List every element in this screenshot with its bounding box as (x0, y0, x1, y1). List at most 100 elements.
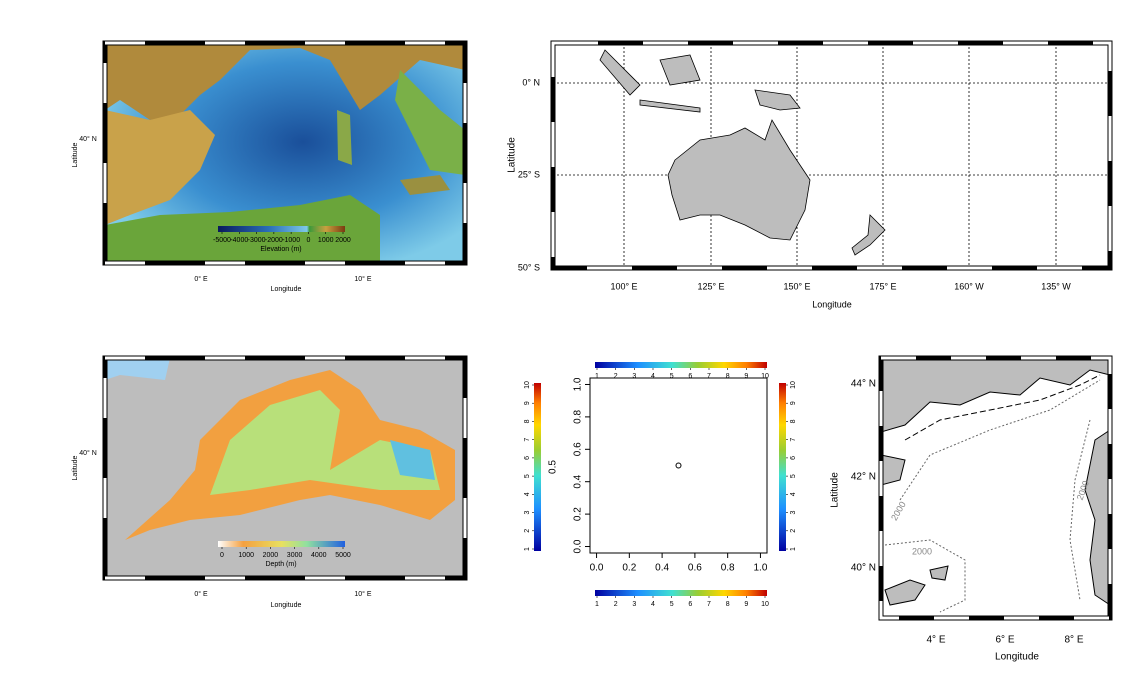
colorbar-tick-label: 4 (524, 492, 531, 496)
colorbar-tick-label: 9 (524, 401, 531, 405)
legend-tick-label: -3000 (248, 237, 266, 244)
x-tick-label: 0.2 (622, 563, 636, 574)
legend-bar (218, 541, 345, 547)
y-tick-label: 42° N (851, 472, 876, 483)
colorbar-top (595, 362, 767, 368)
colorbar-tick-label: 8 (726, 601, 730, 608)
legend-tick-label: 2000 (335, 237, 351, 244)
colorbar-tick-label: 2 (614, 373, 618, 380)
ligurian-map: 2000 2000 2000 Latitude 44° N 42° N 40° … (830, 355, 1113, 663)
x-tick-label: 0.4 (655, 563, 669, 574)
colorbar-tick-label: 3 (632, 601, 636, 608)
colorbar-tick-label: 8 (524, 419, 531, 423)
colorbar-tick-label: 5 (790, 474, 797, 478)
legend-tick-label: 5000 (335, 552, 351, 559)
legend-tick-label: 0 (220, 552, 224, 559)
colorbar-tick-label: 5 (670, 373, 674, 380)
colorbar-tick-label: 7 (524, 438, 531, 442)
atlantic (105, 358, 170, 380)
colorbar-tick-label: 9 (744, 373, 748, 380)
legend-tick-label: -5000 (213, 237, 231, 244)
x-tick-label: 10° E (354, 275, 372, 283)
x-tick-label: 0.6 (688, 563, 702, 574)
scatter-panel: 0.5 (534, 362, 786, 596)
sea (553, 43, 1110, 268)
new-guinea (754, 89, 801, 111)
colorbar-tick-label: 1 (595, 373, 599, 380)
map-frame (102, 40, 468, 266)
colorbar-tick-label: 7 (707, 601, 711, 608)
x-tick-label: 125° E (697, 281, 724, 291)
colorbar-tick-label: 6 (790, 456, 797, 460)
y-tick-label: 25° S (518, 169, 540, 179)
legend-tick-label: -1000 (282, 237, 300, 244)
sea-deep (210, 390, 440, 495)
colorbar-right (779, 383, 786, 551)
colorbar-tick-label: 10 (790, 381, 797, 389)
x-tick-label: 175° E (869, 281, 896, 291)
new-zealand (851, 214, 886, 256)
isobath-2000 (884, 539, 966, 613)
x-label: Longitude (271, 286, 302, 293)
x-tick-label: 10° E (354, 590, 372, 598)
isobath-2000 (899, 379, 1101, 601)
colorbar-tick-label: 3 (524, 511, 531, 515)
italy (395, 70, 465, 175)
x-tick-label: 4° E (926, 635, 945, 646)
colorbar-title: 0.5 (548, 460, 559, 474)
colorbar-tick-label: 4 (651, 601, 655, 608)
legend-tick-label: 0 (306, 237, 310, 244)
map-frame-pattern (551, 41, 1112, 270)
colorbar-tick-label: 2 (614, 601, 618, 608)
y-label: Latitude (72, 455, 79, 480)
colorbar-tick-label: 4 (790, 492, 797, 496)
x-label: Longitude (271, 602, 302, 609)
legend-title: Depth (m) (265, 561, 296, 568)
legend-tick-label: 1000 (318, 237, 334, 244)
x-tick-label: 160° W (954, 281, 984, 291)
legend-tick-label: 4000 (311, 552, 327, 559)
pacific-map: Latitude 0° N 25° S 50° S 100° E 125° E … (507, 40, 1113, 309)
australia (667, 119, 811, 241)
colorbar-left (534, 383, 541, 551)
colorbar-tick-label: 10 (761, 601, 769, 608)
y-label: Latitude (72, 142, 79, 167)
x-tick-label: 150° E (783, 281, 810, 291)
y-label: Latitude (830, 472, 841, 508)
colorbar-tick-label: 2 (524, 529, 531, 533)
colorbar-bottom (595, 590, 767, 596)
y-tick-label: 44° N (851, 379, 876, 390)
legend-tick-label: -4000 (230, 237, 248, 244)
y-tick-label: 0.6 (573, 442, 584, 456)
legend-tick-label: -2000 (265, 237, 283, 244)
colorbar-tick-label: 9 (790, 401, 797, 405)
contour-label: 2000 (912, 546, 932, 556)
y-tick-label: 40° N (851, 563, 876, 574)
x-tick-label: 135° W (1041, 281, 1071, 291)
colorbar-tick-label: 10 (524, 381, 531, 389)
legend-tick-label: 3000 (287, 552, 303, 559)
x-tick-label: 0.8 (721, 563, 735, 574)
sardinia (337, 110, 352, 165)
y-tick-label: 0.2 (573, 507, 584, 521)
y-label: Latitude (507, 137, 518, 173)
map-frame (102, 355, 468, 581)
y-tick-label: 1.0 (573, 377, 584, 391)
sea-deepest (390, 440, 435, 480)
iberia (105, 110, 215, 225)
elevation-map: Elevation (m) Latitude 40° N 0° E 10° E … (72, 40, 468, 293)
colorbar-tick-label: 6 (688, 373, 692, 380)
legend-tick-label: 2000 (263, 552, 279, 559)
colorbar-tick-label: 7 (707, 373, 711, 380)
y-tick-label: 50° S (518, 262, 540, 272)
plot-frame (589, 377, 768, 554)
colorbar-tick-label: 8 (790, 419, 797, 423)
y-tick-label: 0° N (522, 77, 540, 87)
colorbar-tick-label: 1 (595, 601, 599, 608)
colorbar-tick-label: 6 (524, 456, 531, 460)
colorbar-tick-label: 1 (524, 547, 531, 551)
colorbar-tick-label: 4 (651, 373, 655, 380)
legend-tick-label: 1000 (238, 552, 254, 559)
x-tick-label: 0° E (194, 275, 208, 283)
